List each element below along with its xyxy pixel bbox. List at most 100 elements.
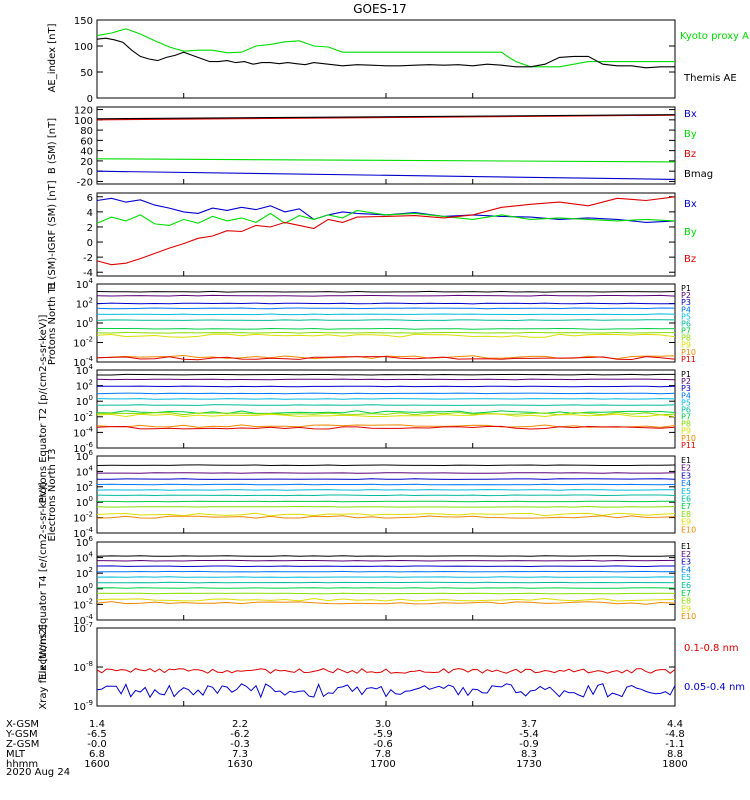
legend-p8: P8	[681, 420, 691, 429]
xray-panel-frame	[96, 627, 676, 707]
channel-line-E7	[96, 587, 676, 589]
et4-ylabel: Electrons Equator T4 [e/(cm2-s-sr-keV)]	[38, 482, 49, 679]
xray-line-0	[96, 668, 676, 674]
y-tick-label: 100	[76, 316, 93, 330]
legend-by: By	[684, 129, 697, 140]
channel-line-P8	[96, 331, 675, 334]
series-line-bmag	[96, 114, 676, 120]
y-tick-label: 150	[74, 16, 93, 27]
channel-line-P5	[96, 398, 676, 400]
y-tick-label: -2	[83, 253, 93, 264]
x-axis-value: 6.8	[89, 749, 105, 760]
channel-line-E9	[96, 512, 676, 517]
legend-bx: Bx	[684, 109, 697, 120]
y-tick-label: 106	[76, 449, 94, 463]
y-tick-label: 102	[76, 379, 93, 393]
y-tick-label: 102	[76, 566, 93, 580]
y-tick-label: 0	[87, 238, 93, 249]
channel-line-E3	[96, 565, 675, 568]
channel-line-P2	[96, 378, 676, 381]
channel-line-P5	[96, 313, 676, 316]
xray-panel: 10-9 10-8 10-7 0.1-0.8 nm 0.05-0.4 nm Xray…	[38, 621, 745, 713]
series-line-bz	[96, 114, 676, 121]
y-tick-label: -20	[77, 177, 93, 188]
et4-series	[96, 555, 676, 605]
legend-e9: E9	[681, 518, 691, 527]
legend-p6: P6	[681, 406, 691, 415]
channel-line-E1	[96, 555, 676, 557]
legend-e5: E5	[681, 573, 691, 582]
x-axis-value: 8.3	[521, 749, 537, 760]
legend-e7: E7	[681, 502, 691, 511]
legend-p7: P7	[681, 327, 691, 336]
channel-line-P6	[96, 404, 676, 406]
y-tick-label: 100	[76, 394, 93, 408]
x-axis-value: -5.9	[373, 729, 393, 740]
channel-line-P6	[96, 319, 676, 322]
x-axis-row-label: Z-GSM	[6, 739, 39, 750]
y-tick-label: -4	[83, 268, 93, 279]
channel-line-P7	[97, 327, 676, 330]
channel-line-P2	[96, 294, 676, 297]
bigrf-ylabel: B (SM)-IGRF (SM) [nT]	[47, 180, 58, 289]
pt2-panel-frame	[96, 369, 676, 449]
x-axis-value: -0.3	[230, 739, 250, 750]
y-tick-label: 104	[76, 551, 94, 565]
ae-ylabel: AE_index [nT]	[47, 23, 58, 92]
xray-series	[96, 668, 676, 699]
pt2-ylabel: Protons Equator T2 [p/(cm2-s-sr-keV)]	[38, 314, 49, 503]
legend-e1: E1	[681, 456, 691, 465]
xray-line-1	[96, 683, 676, 699]
x-axis-value: 7.3	[232, 749, 248, 760]
channel-line-P1	[96, 290, 676, 293]
x-axis-value: -4.8	[665, 729, 685, 740]
y-tick-label: 100	[74, 116, 93, 127]
bigrf-series	[96, 196, 676, 266]
legend-bmag: Bmag	[684, 169, 713, 180]
series-line-themis-ae	[96, 37, 675, 69]
channel-line-P10	[96, 424, 676, 428]
x-axis-value: -0.0	[87, 739, 107, 750]
x-axis-table: X-GSM 1.4 2.2 3.0 3.7 4.4 Y-GSM -6.5 -6.2 -5.9 -5.…	[5, 719, 688, 770]
legend-xray-short: 0.05-0.4 nm	[684, 682, 745, 693]
legend-e6: E6	[681, 495, 691, 504]
y-tick-label: 106	[76, 535, 94, 549]
channel-line-P8	[96, 411, 676, 416]
channel-line-E8	[96, 505, 676, 508]
x-axis-value: 7.8	[375, 749, 391, 760]
y-tick-label: 10-2	[73, 336, 93, 350]
legend-p3: P3	[681, 384, 691, 393]
legend-e2: E2	[681, 550, 691, 559]
y-tick-label: 10-4	[73, 425, 93, 439]
et3-ylabel: Electrons North T3	[47, 448, 58, 541]
series-line-bx	[96, 170, 676, 180]
x-axis-value: 1800	[662, 759, 687, 770]
x-axis-value: -6.2	[230, 729, 250, 740]
bigrf-y-ticks: -4 -2 0 2 4 6	[83, 193, 676, 279]
pt1-series	[96, 290, 676, 361]
series-line-bz	[96, 196, 676, 266]
y-tick-label: 10-2	[73, 511, 93, 525]
legend-p1: P1	[681, 370, 691, 379]
legend-p9: P9	[681, 341, 691, 350]
legend-e2: E2	[681, 464, 691, 473]
channel-line-E4	[96, 570, 676, 573]
x-axis-value: 2.2	[232, 719, 248, 730]
x-axis-value: -0.9	[519, 739, 539, 750]
channel-line-E1	[96, 464, 676, 467]
legend-bx: Bx	[684, 199, 697, 210]
legend-p5: P5	[681, 312, 691, 321]
legend-themis-ae: Themis AE	[683, 73, 737, 84]
y-tick-label: 10-2	[73, 410, 93, 424]
et4-panel-frame	[96, 541, 676, 621]
legend-by: By	[684, 227, 697, 238]
y-tick-label: 6	[87, 193, 93, 204]
